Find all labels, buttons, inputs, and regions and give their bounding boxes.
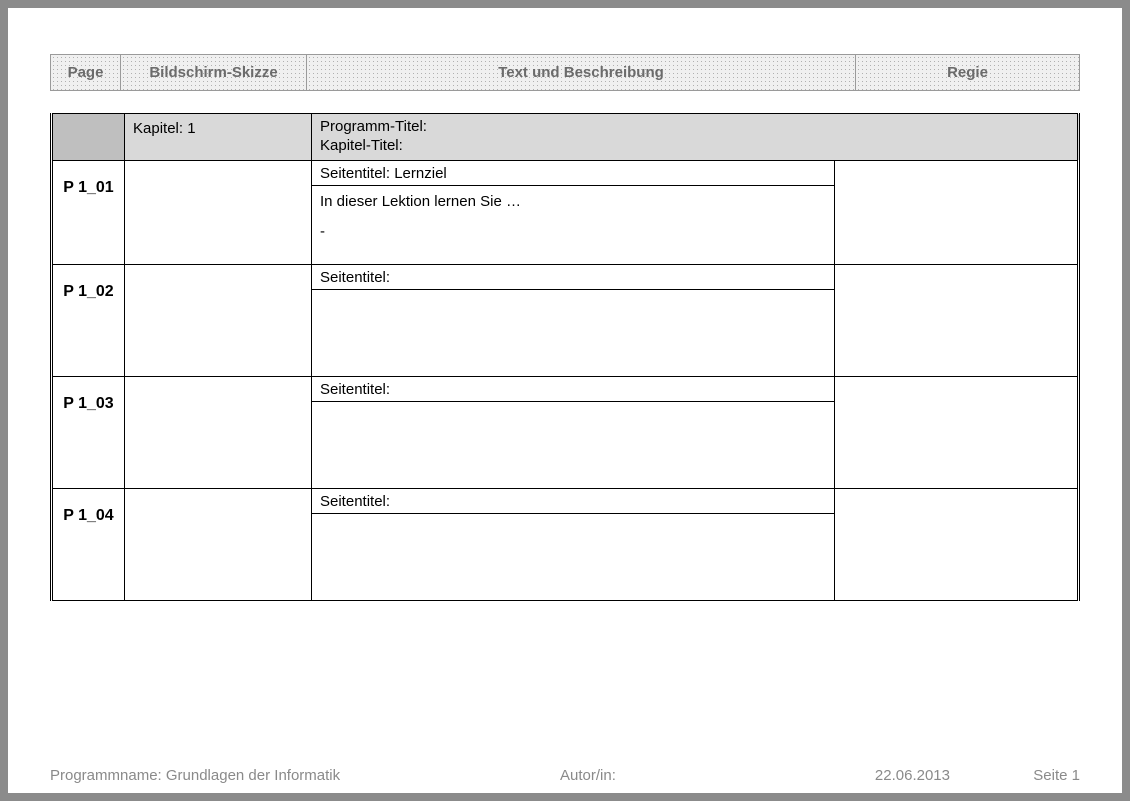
page-code: P 1_01 [52, 160, 125, 264]
seitentitel-line: Seitentitel: [312, 265, 834, 290]
footer-seite: Seite 1 [1033, 767, 1080, 784]
desc-body-line2: - [320, 222, 826, 242]
desc-body [312, 402, 834, 462]
sketch-cell [125, 160, 312, 264]
colhdr-desc: Text und Beschreibung [307, 55, 856, 91]
desc-body-line1: In dieser Lektion lernen Sie … [320, 192, 826, 212]
footer-author-label: Autor/in: [560, 767, 616, 784]
page-code: P 1_03 [52, 376, 125, 488]
table-row: P 1_04 Seitentitel: [52, 488, 1079, 600]
chapter-title-label: Kapitel-Titel: [320, 137, 1069, 156]
storyboard-table: Kapitel: 1 Programm-Titel: Kapitel-Titel… [50, 113, 1080, 601]
seitentitel-line: Seitentitel: [312, 489, 834, 514]
document-page: Page Bildschirm-Skizze Text und Beschrei… [8, 8, 1122, 793]
desc-body [312, 514, 834, 574]
page-code: P 1_04 [52, 488, 125, 600]
desc-cell: Seitentitel: Lernziel In dieser Lektion … [312, 160, 835, 264]
desc-cell: Seitentitel: [312, 376, 835, 488]
chapter-header-leftcell [52, 114, 125, 161]
page-code: P 1_02 [52, 264, 125, 376]
column-header-strip: Page Bildschirm-Skizze Text und Beschrei… [50, 54, 1080, 91]
chapter-label: Kapitel: 1 [125, 114, 312, 161]
program-title-label: Programm-Titel: [320, 118, 1069, 137]
footer-date: 22.06.2013 [875, 767, 950, 784]
desc-body: In dieser Lektion lernen Sie … - [312, 186, 834, 251]
table-row: P 1_03 Seitentitel: [52, 376, 1079, 488]
chapter-titles-cell: Programm-Titel: Kapitel-Titel: [312, 114, 1079, 161]
desc-cell: Seitentitel: [312, 488, 835, 600]
regie-cell [835, 264, 1079, 376]
sketch-cell [125, 264, 312, 376]
sketch-cell [125, 488, 312, 600]
colhdr-sketch: Bildschirm-Skizze [121, 55, 307, 91]
table-row: P 1_02 Seitentitel: [52, 264, 1079, 376]
colhdr-page: Page [51, 55, 121, 91]
footer-programname: Programmname: Grundlagen der Informatik [50, 767, 340, 784]
sketch-cell [125, 376, 312, 488]
regie-cell [835, 376, 1079, 488]
desc-cell: Seitentitel: [312, 264, 835, 376]
desc-body [312, 290, 834, 350]
colhdr-regie: Regie [856, 55, 1080, 91]
table-row: P 1_01 Seitentitel: Lernziel In dieser L… [52, 160, 1079, 264]
regie-cell [835, 160, 1079, 264]
seitentitel-line: Seitentitel: Lernziel [312, 161, 834, 186]
regie-cell [835, 488, 1079, 600]
chapter-header-row: Kapitel: 1 Programm-Titel: Kapitel-Titel… [52, 114, 1079, 161]
seitentitel-line: Seitentitel: [312, 377, 834, 402]
